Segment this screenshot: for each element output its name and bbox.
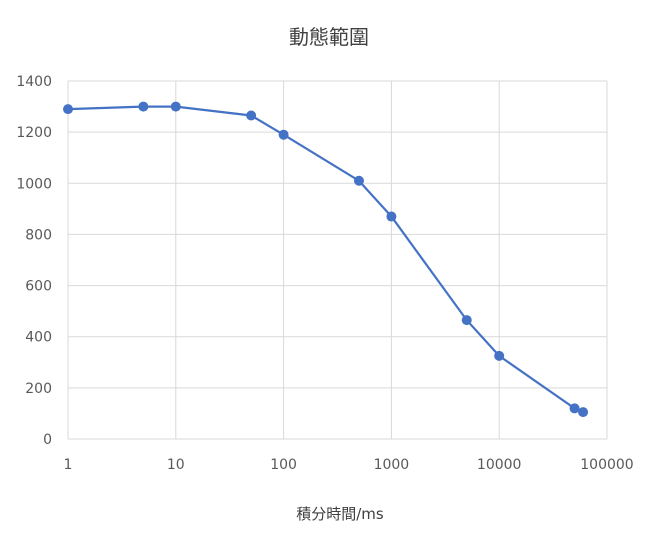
data-point [353,175,364,186]
data-point [494,350,505,361]
data-point [138,101,149,112]
x-tick-label: 1 [64,457,73,473]
x-tick-label: 10000 [477,457,522,473]
data-point [578,407,589,418]
y-tick-label: 1200 [16,125,52,141]
x-tick-label: 1000 [374,457,410,473]
grid [67,80,608,440]
series [63,101,589,418]
x-tick-label: 100 [270,457,297,473]
y-tick-label: 1000 [16,176,52,192]
series-line [67,105,584,414]
x-axis-ticks: 1 10 100 1000 10000 100000 [64,457,634,473]
y-tick-label: 600 [25,279,52,295]
y-tick-label: 800 [25,227,52,243]
y-tick-label: 200 [25,381,52,397]
x-tick-label: 10 [167,457,185,473]
chart-title: 動態範圍 [289,25,369,49]
data-point [278,129,289,140]
x-axis-label: 積分時間/ms [296,505,384,523]
y-tick-label: 1400 [16,74,52,90]
data-point [63,104,73,115]
y-tick-label: 0 [43,432,52,448]
x-tick-label: 100000 [580,457,633,473]
y-tick-label: 400 [25,330,52,346]
data-point [246,110,257,121]
data-point [170,101,181,112]
data-point [569,403,580,414]
data-point [461,315,472,326]
y-axis-ticks: 0 200 400 600 800 1000 1200 1400 [16,74,52,448]
data-point [386,211,397,222]
